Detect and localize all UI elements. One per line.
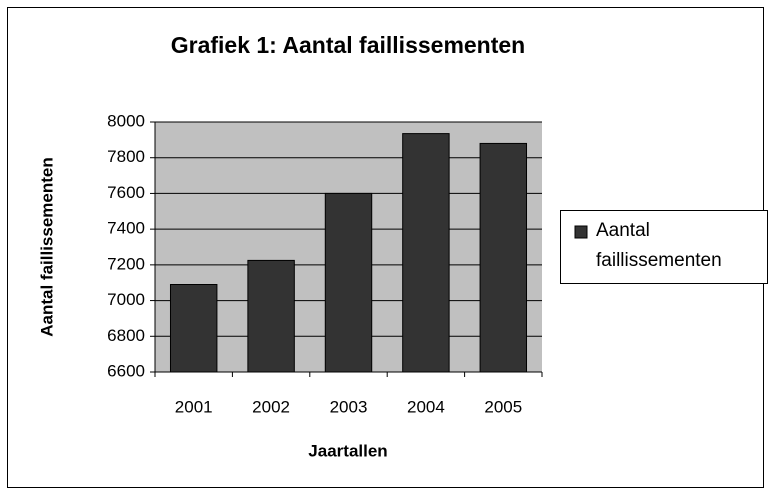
x-tick-label: 2003: [330, 397, 368, 416]
y-tick-label: 7800: [107, 147, 145, 166]
bar: [402, 133, 450, 373]
bar: [324, 192, 373, 373]
bar: [247, 259, 295, 373]
x-tick-label: 2002: [252, 397, 290, 416]
x-tick-label: 2001: [175, 397, 213, 416]
x-tick-label: 2004: [407, 397, 445, 416]
chart-title: Grafiek 1: Aantal faillissementen: [171, 32, 526, 58]
y-axis-label: Aantal faillissementen: [37, 157, 56, 337]
y-tick-label: 7000: [107, 290, 145, 309]
x-tick-label: 2005: [484, 397, 522, 416]
y-tick-label: 7400: [107, 219, 145, 238]
legend-swatch: [574, 225, 588, 239]
y-tick-label: 7200: [107, 254, 145, 273]
legend: [560, 210, 768, 284]
bar: [479, 142, 528, 373]
y-tick-label: 7600: [107, 183, 145, 202]
y-tick-label: 6800: [107, 326, 145, 345]
y-tick-label: 6600: [107, 361, 145, 380]
legend-label: Aantal faillissementen: [596, 220, 722, 271]
y-tick-label: 8000: [107, 111, 145, 130]
bar: [169, 284, 218, 373]
x-axis-label: Jaartallen: [308, 441, 387, 460]
legend-label-box: Aantal faillissementen: [596, 220, 722, 271]
